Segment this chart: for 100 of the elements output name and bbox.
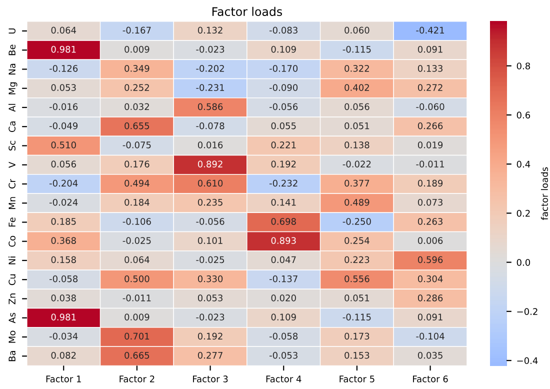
- data-label: -0.232: [270, 180, 298, 187]
- data-label: -0.170: [270, 65, 298, 72]
- data-label: -0.126: [50, 65, 78, 72]
- data-label: 0.586: [198, 103, 223, 110]
- data-label: -0.056: [270, 103, 298, 110]
- data-label: 0.377: [344, 180, 370, 187]
- color-bar-label: 0.0: [516, 259, 530, 266]
- data-label: 0.500: [124, 275, 150, 282]
- data-label: 0.047: [271, 256, 296, 264]
- data-label: -0.025: [122, 237, 151, 244]
- data-label: 0.510: [51, 142, 76, 148]
- data-label: 0.138: [344, 142, 370, 148]
- color-bar-label: −0.4: [517, 357, 538, 364]
- data-label: 0.556: [344, 275, 370, 282]
- y-tick-label: Co: [8, 236, 16, 247]
- data-label: -0.022: [342, 160, 371, 168]
- data-label: 0.189: [418, 180, 443, 187]
- data-label: -0.023: [196, 314, 224, 320]
- data-label: -0.083: [270, 26, 298, 34]
- data-label: 0.009: [124, 314, 150, 320]
- data-label: -0.421: [416, 26, 444, 34]
- data-label: 0.266: [418, 122, 443, 130]
- data-label: 0.184: [124, 198, 150, 206]
- data-label: -0.204: [50, 180, 78, 187]
- data-label: -0.056: [196, 218, 224, 225]
- data-label: 0.158: [51, 256, 76, 264]
- data-label: 0.698: [271, 218, 296, 225]
- data-label: -0.075: [122, 142, 151, 148]
- data-label: -0.011: [122, 294, 151, 302]
- color-bar-title: factor loads: [540, 167, 548, 220]
- color-bar-label: 0.2: [516, 210, 530, 217]
- data-label: -0.115: [342, 46, 371, 53]
- data-label: 0.055: [271, 122, 296, 130]
- data-label: 0.330: [198, 275, 223, 282]
- data-label: 0.494: [124, 180, 150, 187]
- color-bar-label: 0.4: [516, 160, 530, 168]
- data-label: 0.056: [344, 103, 370, 110]
- data-label: 0.263: [418, 218, 442, 225]
- data-label: 0.192: [198, 332, 222, 340]
- data-label: 0.153: [344, 352, 370, 359]
- color-bar-label: 0.8: [516, 62, 530, 70]
- data-label: 0.981: [51, 314, 76, 320]
- data-label: -0.202: [196, 65, 224, 72]
- y-tick-label: Na: [8, 64, 16, 74]
- data-label: -0.137: [270, 275, 298, 282]
- color-bar-label: −0.2: [517, 308, 538, 315]
- data-label: 0.272: [418, 84, 442, 91]
- data-label: 0.893: [271, 237, 296, 244]
- y-tick-label: Mo: [8, 330, 16, 343]
- data-label: 0.032: [124, 103, 149, 110]
- data-label: 0.192: [271, 160, 296, 168]
- y-tick-label: Cr: [8, 178, 16, 188]
- data-label: 0.101: [198, 237, 222, 244]
- data-label: 0.349: [124, 65, 150, 72]
- data-label: 0.173: [344, 332, 370, 340]
- x-tick-label: Factor 5: [340, 376, 374, 382]
- data-label: -0.053: [270, 352, 298, 359]
- data-label: -0.104: [416, 332, 444, 340]
- data-label: 0.254: [344, 237, 370, 244]
- data-label: 0.020: [271, 294, 296, 302]
- data-label: 0.252: [124, 84, 149, 91]
- data-label: -0.106: [122, 218, 151, 225]
- data-label: 0.051: [344, 122, 370, 130]
- y-tick-label: Mn: [8, 197, 16, 209]
- x-tick-label: Factor 4: [266, 376, 302, 382]
- data-label: 0.038: [51, 294, 76, 302]
- data-label: 0.322: [344, 65, 369, 72]
- data-label: 0.277: [198, 352, 222, 359]
- x-tick-label: Factor 2: [120, 376, 154, 382]
- data-label: -0.011: [416, 160, 444, 168]
- data-label: 0.596: [418, 256, 443, 264]
- data-label: 0.006: [418, 237, 443, 244]
- y-tick-label: Be: [8, 44, 16, 56]
- data-label: 0.304: [418, 275, 443, 282]
- data-label: 0.053: [51, 84, 76, 91]
- data-label: -0.090: [270, 84, 298, 91]
- data-label: 0.056: [51, 160, 76, 168]
- data-label: -0.034: [50, 332, 78, 340]
- y-tick-label: As: [8, 312, 16, 324]
- data-label: -0.024: [50, 198, 78, 206]
- data-label: -0.167: [122, 26, 151, 34]
- data-label: -0.058: [50, 275, 78, 282]
- y-tick-label: Zn: [8, 294, 16, 304]
- data-label: 0.176: [124, 160, 150, 168]
- data-label: 0.051: [344, 294, 370, 302]
- data-label: -0.016: [50, 103, 78, 110]
- data-label: 0.091: [418, 314, 442, 320]
- data-label: -0.231: [196, 84, 224, 91]
- data-label: -0.078: [196, 122, 224, 130]
- data-label: 0.082: [51, 352, 76, 359]
- data-label: -0.058: [270, 332, 298, 340]
- y-tick-label: Ca: [8, 121, 16, 132]
- data-label: 0.489: [344, 198, 370, 206]
- y-tick-label: Cu: [8, 274, 16, 286]
- data-label: 0.701: [124, 332, 150, 340]
- data-label: 0.132: [198, 26, 222, 34]
- data-label: -0.115: [342, 314, 371, 320]
- y-tick-label: Ba: [8, 351, 16, 362]
- data-label: 0.892: [198, 160, 222, 168]
- data-label: 0.016: [198, 142, 223, 148]
